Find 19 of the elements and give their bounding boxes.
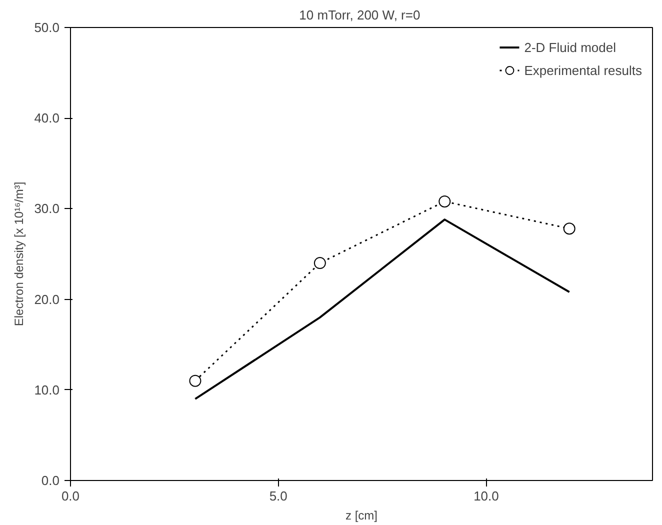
y-axis-title: Electron density [x 10¹⁶/m³] [12, 182, 26, 326]
y-tick-label: 10.0 [34, 382, 60, 398]
y-tick-label: 40.0 [34, 110, 60, 126]
x-tick-label: 10.0 [474, 488, 499, 504]
x-tick-label: 0.0 [61, 488, 80, 504]
x-tick-label: 5.0 [269, 488, 288, 504]
y-tick-label: 30.0 [34, 201, 60, 216]
x-axis-title: z [cm] [346, 508, 378, 522]
y-tick-label: 20.0 [34, 292, 60, 307]
y-tick-label: 50.0 [34, 20, 60, 35]
chart-title: 10 mTorr, 200 W, r=0 [299, 8, 420, 22]
legend-label: Experimental results [524, 62, 642, 78]
legend-label: 2-D Fluid model [524, 40, 616, 54]
point [563, 222, 576, 235]
y-tick-label: 0.0 [41, 473, 60, 488]
point [314, 257, 326, 270]
point [189, 374, 202, 387]
line-series [194, 218, 570, 400]
point [438, 195, 451, 208]
